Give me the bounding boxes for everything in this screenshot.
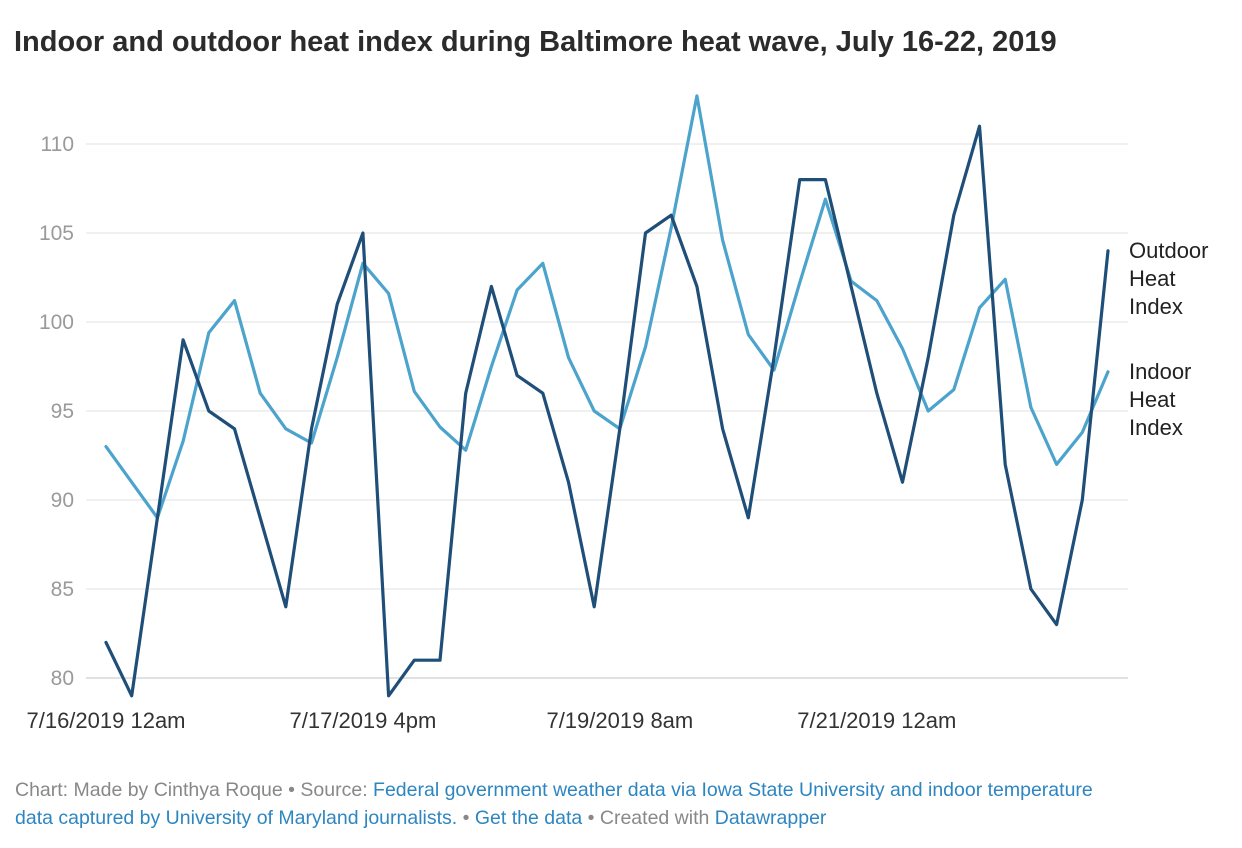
- y-tick-label: 80: [51, 667, 74, 690]
- y-tick-label: 110: [41, 133, 74, 156]
- get-data-link[interactable]: Get the data: [474, 807, 583, 829]
- x-tick-label: 7/21/2019 12am: [797, 708, 956, 733]
- source-link[interactable]: Federal government weather data via Iowa…: [15, 779, 1093, 829]
- datawrapper-link[interactable]: Datawrapper: [714, 807, 827, 829]
- y-tick-label: 95: [51, 400, 74, 423]
- y-axis-ticks: 80 85 90 95 100 105 110: [39, 133, 74, 690]
- series-line-outdoor-heat-index: [104, 124, 1110, 698]
- created-with-prefix: Created with: [599, 807, 715, 829]
- x-tick-label: 7/17/2019 4pm: [290, 708, 437, 733]
- series-label-indoor-heat-index: Indoor Heat Index: [1129, 359, 1191, 440]
- y-tick-label: 90: [51, 489, 74, 512]
- chart-credit: Chart: Made by Cinthya Roque: [15, 779, 283, 801]
- series-lines: [104, 94, 1110, 698]
- chart-footer: Chart: Made by Cinthya Roque • Source: F…: [15, 779, 1093, 829]
- source-prefix: Source:: [300, 779, 374, 801]
- series-labels: Outdoor Heat Index Indoor Heat Index: [1129, 238, 1209, 440]
- y-tick-label: 100: [39, 311, 74, 334]
- x-tick-label: 7/19/2019 8am: [546, 708, 693, 733]
- series-line-indoor-heat-index: [104, 94, 1110, 520]
- y-tick-label: 85: [51, 578, 74, 601]
- line-chart: 80 85 90 95 100 105 110 7/16/2019 12am 7/17/201…: [26, 94, 1209, 733]
- x-tick-label: 7/16/2019 12am: [26, 708, 185, 733]
- series-label-outdoor-heat-index: Outdoor Heat Index: [1129, 238, 1209, 319]
- y-tick-label: 105: [39, 222, 74, 245]
- x-axis-ticks: 7/16/2019 12am 7/17/2019 4pm 7/19/2019 8am…: [26, 708, 956, 733]
- gridlines: [86, 143, 1128, 679]
- chart-title: Indoor and outdoor heat index during Bal…: [14, 26, 1057, 58]
